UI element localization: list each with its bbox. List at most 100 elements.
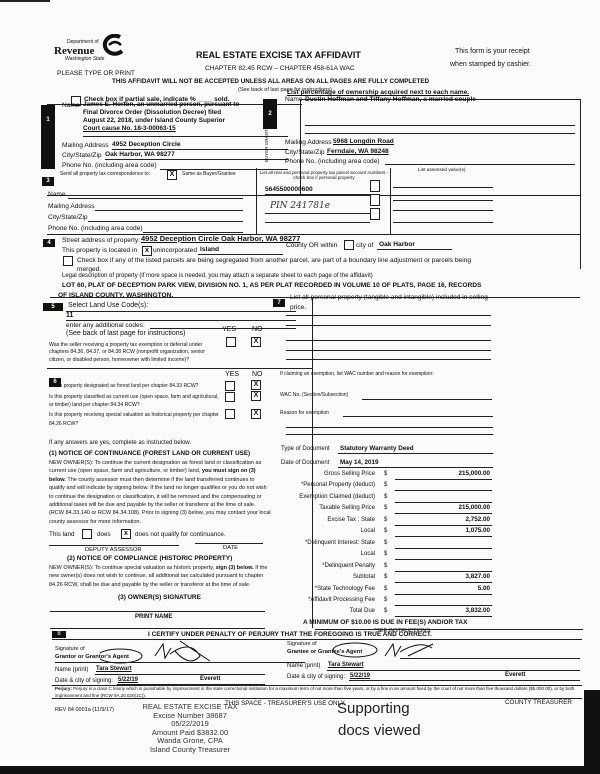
grantor-city[interactable]: Everett — [200, 676, 221, 682]
corr-mail-label: Mailing Address — [48, 203, 95, 210]
deputy-assessor-label: DEPUTY ASSESSOR — [85, 547, 142, 553]
grantor-name[interactable]: Tara Stewart — [96, 666, 132, 672]
grantor-date-label: Date & city of signing: — [55, 678, 114, 684]
seller-name-line: Final Divorce Order (Dissolution Decree)… — [83, 109, 222, 116]
tax-row-label: Excise Tax : State — [327, 516, 375, 523]
county-value[interactable]: Island — [200, 246, 220, 253]
street-address[interactable]: 4952 Deception Circle Oak Harbor, WA 982… — [141, 234, 301, 243]
land-use-code[interactable]: 11 — [66, 312, 74, 319]
exemption-yes-checkbox[interactable] — [226, 337, 236, 347]
tax-row-label: Total Due — [349, 608, 375, 615]
city-checkbox[interactable] — [344, 240, 354, 250]
seller-name-label: Name — [62, 102, 80, 109]
personal-property-checkbox[interactable] — [370, 208, 380, 220]
merged-label: merged. — [77, 266, 102, 273]
scan-edge — [0, 766, 600, 774]
land-use-label: Select Land Use Code(s): — [68, 302, 149, 309]
send-correspondence-label: Send all property tax correspondence to: — [60, 171, 151, 177]
does-not-qualify-checkbox[interactable]: x — [121, 529, 131, 539]
tax-row-line — [395, 547, 492, 549]
if-yes-instruction: If any answers are yes, complete as inst… — [49, 440, 192, 446]
grantee-name-label: Name (print) — [287, 663, 321, 669]
parcel-number[interactable]: 5645500000600 — [265, 186, 313, 193]
stamp-excise-number: Excise Number 38687 — [153, 710, 227, 720]
tax-row-value[interactable]: 215,000.00 — [458, 470, 490, 477]
buyer-mail[interactable]: 5968 Longdin Road — [333, 138, 394, 145]
seller-city[interactable]: Oak Harbor, WA 98277 — [105, 151, 175, 158]
buyer-phone-label: Phone No. (including area code) — [285, 158, 380, 165]
grantor-sig-label: Signature of — [55, 646, 85, 652]
currency-sign: $ — [384, 528, 388, 535]
forest-no-checkbox[interactable]: X — [251, 380, 261, 390]
same-as-buyer-checkbox[interactable]: X — [167, 170, 177, 180]
doc-date-value[interactable]: May 14, 2019 — [340, 459, 379, 466]
tax-row-value[interactable]: 3,832.00 — [465, 607, 490, 615]
stamp-treasurer-name: Wanda Grone, CPA — [157, 736, 223, 746]
grantee-agent-label: Grantee or Grantee's Agent — [287, 649, 363, 655]
grantee-name[interactable]: Tara Stewart — [328, 662, 364, 668]
assessed-header: List assessed value(s) — [418, 168, 466, 173]
personal-property-checkbox[interactable] — [370, 194, 380, 206]
currency-sign: $ — [384, 608, 388, 615]
section-2-badge: 2 — [263, 99, 277, 129]
partial-sale-checkbox[interactable] — [71, 96, 81, 106]
legal-label: Legal description of property (if more s… — [62, 273, 373, 279]
buyer-name[interactable]: Dustin Hoffman and Tiffany Hoffman, a ma… — [305, 96, 476, 103]
tax-row-value[interactable]: 3,827.00 — [465, 573, 490, 581]
historic-yes-checkbox[interactable] — [225, 409, 235, 419]
certify-statement: I CERTIFY UNDER PENALTY OF PERJURY THAT … — [148, 631, 432, 638]
tax-row-label: *Personal Property (deduct) — [300, 482, 375, 489]
buyer-city-label: City/State/Zip — [285, 149, 325, 156]
notice-compliance-text: NEW OWNER(S): To continue special valuat… — [49, 565, 215, 571]
corr-phone-label: Phone No. (including area code) — [48, 225, 143, 232]
buyer-city[interactable]: Ferndale, WA 98248 — [327, 148, 389, 155]
personal-property-checkbox[interactable] — [370, 180, 380, 192]
forest-yes-checkbox[interactable] — [225, 381, 235, 391]
legal-description[interactable]: LOT 60, PLAT OF DECEPTION PARK VIEW, DIV… — [62, 282, 482, 289]
supporting-docs-stamp: docs viewed — [338, 722, 421, 739]
doc-type-value[interactable]: Statutory Warranty Deed — [340, 445, 414, 452]
segregated-checkbox[interactable] — [63, 256, 73, 266]
unincorporated-checkbox[interactable]: x — [142, 246, 152, 256]
historic-no-checkbox[interactable]: X — [251, 409, 261, 419]
does-qualify-checkbox[interactable] — [82, 529, 92, 539]
section-4-badge: 4 — [43, 239, 55, 247]
date-label: DATE — [223, 545, 239, 551]
city-value[interactable]: Oak Harbor — [379, 241, 415, 248]
tax-row-label: *Delinquent Interest: State — [304, 539, 375, 546]
tax-row-value[interactable]: 1,075.00 — [465, 527, 490, 535]
stamp-line: REAL ESTATE EXCISE TAX — [142, 702, 238, 711]
tax-row-value[interactable]: 215,000.00 — [458, 504, 490, 512]
seller-mail-label: Mailing Address — [62, 142, 109, 149]
currency-sign: $ — [384, 516, 388, 523]
yes-header: YES — [225, 371, 240, 378]
exemption-no-checkbox[interactable]: X — [251, 337, 261, 347]
grantor-date[interactable]: 5/22/19 — [118, 677, 139, 683]
see-back-note: (See back of last page for instructions) — [238, 87, 332, 93]
grantee-sig-label: Signature of — [287, 641, 317, 647]
currency-sign: $ — [384, 585, 388, 592]
current-use-yes-checkbox[interactable] — [225, 392, 235, 402]
parcel-pin-handwritten[interactable]: PIN 241781e — [270, 201, 331, 211]
current-use-no-checkbox[interactable]: X — [251, 391, 261, 401]
buyer-name-label: Name — [285, 96, 303, 103]
tax-row-label: Local — [360, 551, 375, 558]
buyer-side-label: BUYER GRANTEE — [264, 123, 269, 162]
wac-label: WAC No. (Section/Subsection) — [280, 392, 349, 398]
tax-row-value[interactable]: 5.00 — [477, 584, 490, 592]
tax-row-value[interactable]: 2,752.00 — [465, 515, 490, 523]
tax-row-line — [395, 559, 492, 561]
see-back-label: (See back of last page for instructions) — [66, 330, 186, 337]
tax-row-line — [395, 490, 492, 492]
seller-mail[interactable]: 4952 Deception Circle — [112, 141, 181, 148]
grantee-date[interactable]: 5/22/19 — [350, 673, 371, 679]
currency-sign: $ — [384, 482, 388, 489]
section-5-badge: 5 — [43, 303, 63, 311]
grantee-city[interactable]: Everett — [505, 672, 526, 678]
legal-description[interactable]: OF ISLAND COUNTY, WASHINGTON. — [58, 292, 174, 299]
exemption-question: Was the seller receiving a property tax … — [49, 342, 206, 363]
grantor-agent-label: Grantor or Grantor's Agent — [55, 654, 129, 660]
notice-compliance-title: (2) NOTICE OF COMPLIANCE (HISTORIC PROPE… — [67, 555, 233, 562]
personal-property-label: List all personal property (tangible and… — [290, 294, 488, 311]
